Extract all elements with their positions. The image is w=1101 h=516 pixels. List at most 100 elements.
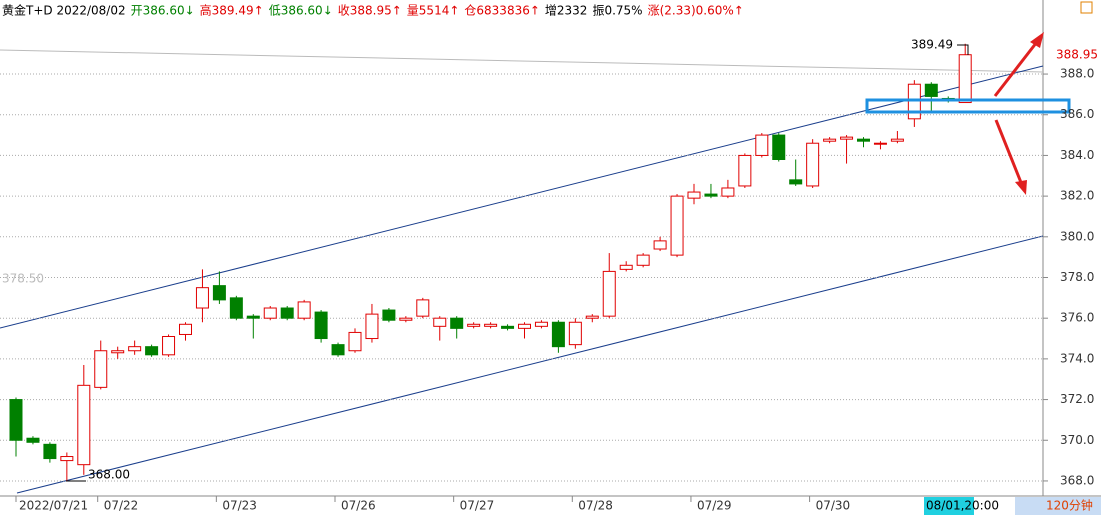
candle-body (43, 443, 57, 460)
high-label: 389.49 (911, 38, 953, 52)
header-item: 仓6833836↑ (464, 4, 540, 18)
candle-body (331, 344, 345, 356)
candle-body (450, 317, 464, 329)
header-item: 高389.49↑ (200, 3, 264, 18)
candle-body (382, 309, 396, 321)
header-item: 黄金T+D 2022/08/02 (2, 3, 126, 18)
y-tick-label: 376.0 (1060, 311, 1094, 325)
period-box[interactable] (1043, 497, 1101, 515)
candle-body (890, 138, 904, 142)
period[interactable]: 120分钟 (1046, 498, 1093, 513)
scroll-box[interactable] (1015, 497, 1043, 515)
header-item: 开386.60↓ (131, 4, 195, 18)
candle-body (551, 321, 565, 348)
y-tick-label: 382.0 (1060, 189, 1094, 203)
candle-body (145, 346, 159, 356)
candle-body (755, 134, 769, 156)
arrow-down (994, 119, 1024, 186)
header-item: 增2332 (545, 4, 588, 18)
arrow-head (1030, 32, 1044, 48)
candle-body (60, 456, 74, 462)
candle-body (534, 321, 548, 327)
high-pointer (957, 44, 969, 55)
candle-body (263, 307, 277, 319)
candle-body (687, 191, 701, 199)
y-tick-label: 370.0 (1060, 433, 1094, 447)
candle-body (365, 313, 379, 340)
candle-body (924, 83, 938, 97)
channel-lower (16, 235, 1044, 494)
y-tick-label: 368.0 (1060, 473, 1094, 487)
candle-body (467, 323, 481, 327)
channel-upper (0, 65, 1044, 329)
candle-body (823, 138, 837, 142)
y-tick-label: 380.0 (1060, 229, 1094, 243)
candle-body (873, 142, 887, 145)
x-tick-label: 07/30 (816, 499, 851, 513)
candle-body (433, 317, 447, 327)
candle-body (111, 350, 125, 354)
candle-body (619, 264, 633, 270)
candle-body (179, 323, 192, 335)
y-tick-label: 374.0 (1060, 351, 1094, 365)
highlight-box (865, 98, 1071, 114)
candle-body (585, 315, 599, 319)
candle-body (806, 142, 820, 187)
candle-body (907, 83, 921, 120)
candle-body (721, 187, 735, 197)
y-tick-label: 378.0 (1060, 270, 1094, 284)
candle-body (77, 384, 91, 466)
candle-body (602, 270, 616, 317)
candle-body (704, 193, 718, 197)
candle-body (229, 297, 243, 319)
candle-body (128, 346, 142, 352)
candle-body (568, 321, 582, 346)
candle-body (501, 325, 515, 329)
candle-body (162, 335, 176, 356)
x-tick-label: 2022/07/21 (19, 499, 88, 513)
ghost-price: 378.50 (2, 272, 44, 286)
y-tick-label: 372.0 (1060, 392, 1094, 406)
header-item: 收388.95↑ (338, 4, 402, 18)
candle-body (636, 254, 650, 266)
trend-line (0, 49, 1044, 73)
x-tick-label: 07/28 (578, 499, 613, 513)
x-tick-label: 07/26 (341, 499, 376, 513)
y-tick-label: 386.0 (1060, 107, 1094, 121)
x-tick-label: 07/22 (104, 499, 139, 513)
settings-icon[interactable] (1080, 1, 1093, 14)
header-item: 低386.60↓ (269, 4, 333, 18)
candle-body (280, 307, 294, 319)
candle-body (789, 179, 803, 185)
last-price: 388.95 (1056, 48, 1098, 62)
low-label: 368.00 (88, 468, 130, 482)
arrow-head (1015, 180, 1027, 195)
candle-body (399, 317, 413, 321)
candle-body (416, 299, 430, 317)
candle-body (212, 285, 226, 301)
candle-body (314, 311, 328, 340)
candle-body (518, 323, 531, 329)
candle-body (670, 195, 684, 256)
candle-body (484, 323, 498, 327)
candle-body (772, 134, 786, 161)
candle-body (348, 331, 362, 352)
x-tick-label: 07/23 (222, 499, 257, 513)
candle-body (246, 315, 260, 319)
header-item: 振0.75% (592, 4, 642, 18)
header-item: 量5514↑ (407, 4, 460, 18)
candle-body (9, 399, 23, 441)
y-tick-label: 388.0 (1060, 67, 1094, 81)
candle-body (840, 136, 854, 140)
candle-body (653, 240, 667, 250)
candle-body (297, 301, 311, 319)
candle-body (857, 138, 870, 142)
time-box-text: 08/01,20:00 (926, 499, 999, 513)
header-item: 涨(2.33)0.60%↑ (648, 3, 744, 18)
x-tick-label: 07/27 (460, 499, 495, 513)
time-box (924, 497, 974, 515)
y-tick-label: 384.0 (1060, 148, 1094, 162)
candle-body (26, 437, 40, 443)
